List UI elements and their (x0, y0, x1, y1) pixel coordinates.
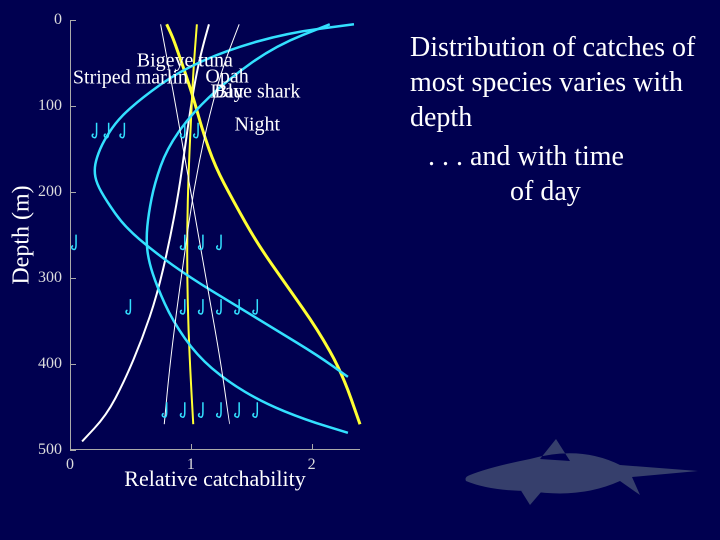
marlin-silhouette-icon (460, 435, 700, 515)
hook-icon (162, 402, 166, 417)
hook-icon (180, 299, 184, 314)
series-label-striped-marlin: Striped marlin (73, 67, 188, 90)
hook-icon (199, 402, 203, 417)
x-axis-label: Relative catchability (124, 466, 305, 492)
hook-icon (199, 299, 203, 314)
hook-icon (217, 235, 221, 250)
hook-icon (217, 402, 221, 417)
hook-icon (92, 123, 96, 138)
text-line-3: of day (410, 174, 700, 209)
text-line-2: . . . and with time (410, 139, 700, 174)
hook-icon (253, 299, 257, 314)
hook-icon (126, 299, 130, 314)
hook-icon (180, 235, 184, 250)
marlin-shape (466, 439, 699, 505)
hook-icon (180, 402, 184, 417)
hook-icon (235, 402, 239, 417)
y-axis-label: Depth (m) (9, 185, 36, 284)
chart-container: Depth (m) Relative catchability 01002003… (70, 20, 410, 490)
y-tick: 200 (38, 183, 70, 201)
x-tick: 2 (308, 450, 316, 474)
text-line-1: Distribution of catches of most species … (410, 30, 700, 135)
hook-icon (72, 235, 76, 250)
hook-icon (120, 123, 124, 138)
x-tick: 1 (187, 450, 195, 474)
text-panel: Distribution of catches of most species … (410, 30, 700, 209)
hook-icon (194, 123, 198, 138)
series-label-blue-shark-night: Night (235, 113, 281, 136)
plot-region: Depth (m) Relative catchability 01002003… (70, 20, 360, 450)
x-tick: 0 (66, 450, 74, 474)
y-tick: 0 (54, 11, 70, 29)
series-label-blue-shark-label: Blue shark (214, 81, 300, 104)
y-tick: 300 (38, 269, 70, 287)
hook-icon (217, 299, 221, 314)
y-tick: 400 (38, 355, 70, 373)
hook-icon (253, 402, 257, 417)
y-tick: 100 (38, 97, 70, 115)
